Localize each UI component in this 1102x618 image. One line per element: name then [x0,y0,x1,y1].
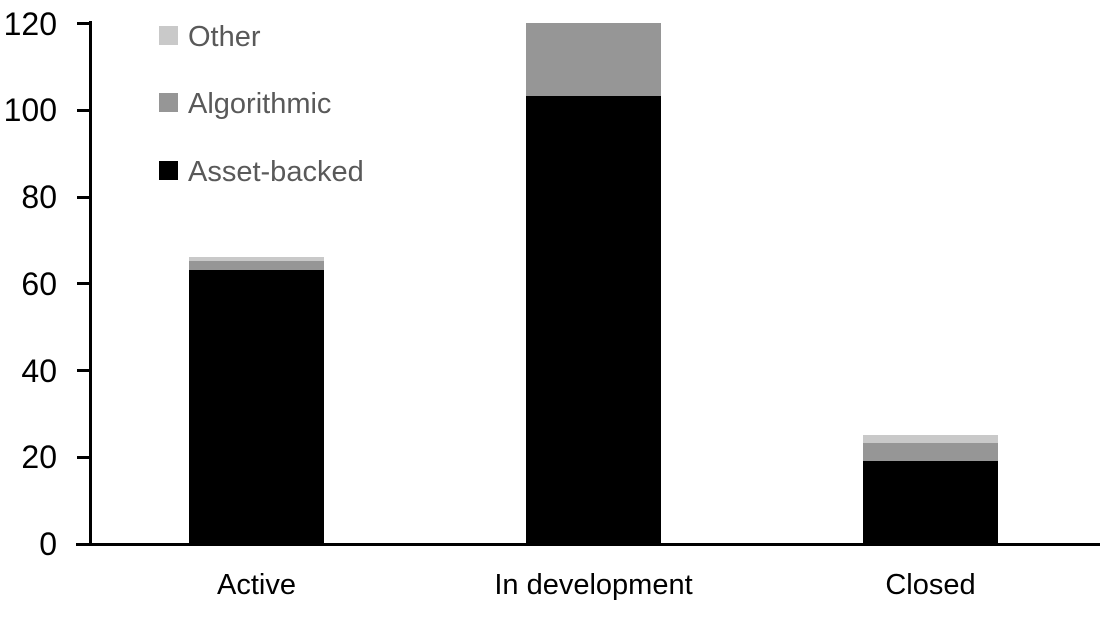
y-tick-label: 120 [3,5,57,42]
legend-label: Asset-backed [188,155,364,188]
bar-segment-other [863,434,998,444]
y-tick-mark [77,22,89,25]
legend-swatch-asset-backed [159,160,178,180]
legend-swatch-algorithmic [159,93,178,112]
legend-swatch-other [159,25,178,45]
y-tick-mark [77,455,89,459]
y-tick-label: 80 [21,179,57,215]
y-tick-label: 40 [21,352,57,389]
y-tick-label: 60 [21,265,57,302]
bar-segment-algorithmic [189,261,324,270]
category-label-active: Active [217,569,296,601]
y-tick-label: 100 [3,92,57,129]
bar-segment-algorithmic [863,443,998,461]
category-label-closed: Closed [885,569,976,601]
x-axis-line [76,543,1100,546]
bar-segment-algorithmic [526,22,661,97]
bar-segment-asset-backed [526,96,661,543]
legend-label: Other [188,20,261,53]
category-label-in-development: In development [494,569,693,601]
y-tick-label: 20 [21,439,57,476]
bar-segment-other [189,256,324,262]
bar-segment-asset-backed [863,460,998,543]
bar-segment-asset-backed [189,269,324,543]
legend-label: Algorithmic [188,88,332,120]
y-axis-line [89,21,92,546]
y-tick-mark [77,108,89,112]
y-tick-label: 0 [39,526,57,562]
y-tick-mark [77,195,89,199]
y-tick-mark [77,282,89,286]
y-tick-mark [77,369,89,372]
